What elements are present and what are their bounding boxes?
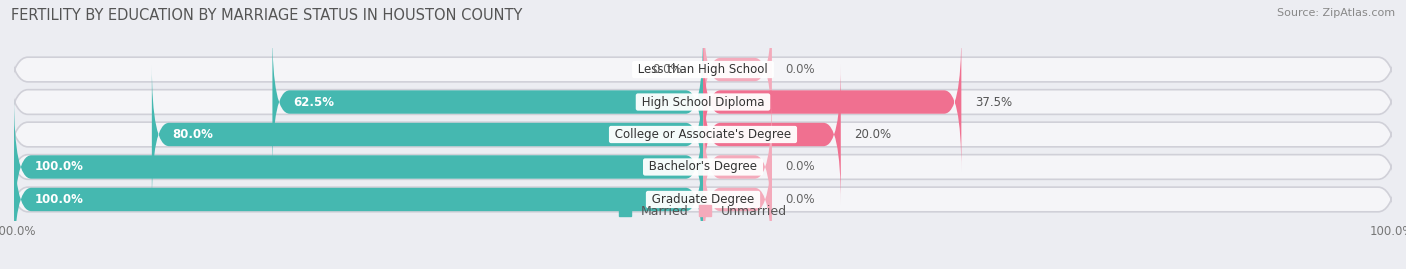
Text: 0.0%: 0.0% — [652, 63, 682, 76]
FancyBboxPatch shape — [703, 0, 772, 139]
FancyBboxPatch shape — [14, 130, 703, 269]
Text: Bachelor's Degree: Bachelor's Degree — [645, 161, 761, 174]
Text: Source: ZipAtlas.com: Source: ZipAtlas.com — [1277, 8, 1395, 18]
FancyBboxPatch shape — [4, 66, 1402, 268]
FancyBboxPatch shape — [4, 33, 1402, 236]
Text: 20.0%: 20.0% — [855, 128, 891, 141]
FancyBboxPatch shape — [703, 97, 772, 236]
Text: Less than High School: Less than High School — [634, 63, 772, 76]
FancyBboxPatch shape — [152, 65, 703, 204]
Text: College or Associate's Degree: College or Associate's Degree — [612, 128, 794, 141]
Text: 62.5%: 62.5% — [292, 95, 335, 108]
FancyBboxPatch shape — [4, 98, 1402, 269]
FancyBboxPatch shape — [4, 1, 1402, 203]
FancyBboxPatch shape — [4, 0, 1402, 171]
FancyBboxPatch shape — [703, 65, 841, 204]
Text: High School Diploma: High School Diploma — [638, 95, 768, 108]
Text: 100.0%: 100.0% — [35, 193, 83, 206]
Text: 37.5%: 37.5% — [976, 95, 1012, 108]
Text: 100.0%: 100.0% — [35, 161, 83, 174]
Text: 80.0%: 80.0% — [173, 128, 214, 141]
Text: 0.0%: 0.0% — [786, 193, 815, 206]
FancyBboxPatch shape — [703, 33, 962, 172]
Text: 0.0%: 0.0% — [786, 63, 815, 76]
Text: 0.0%: 0.0% — [786, 161, 815, 174]
Text: Graduate Degree: Graduate Degree — [648, 193, 758, 206]
FancyBboxPatch shape — [273, 33, 703, 172]
Text: FERTILITY BY EDUCATION BY MARRIAGE STATUS IN HOUSTON COUNTY: FERTILITY BY EDUCATION BY MARRIAGE STATU… — [11, 8, 523, 23]
FancyBboxPatch shape — [14, 97, 703, 236]
Legend: Married, Unmarried: Married, Unmarried — [619, 205, 787, 218]
FancyBboxPatch shape — [703, 130, 772, 269]
